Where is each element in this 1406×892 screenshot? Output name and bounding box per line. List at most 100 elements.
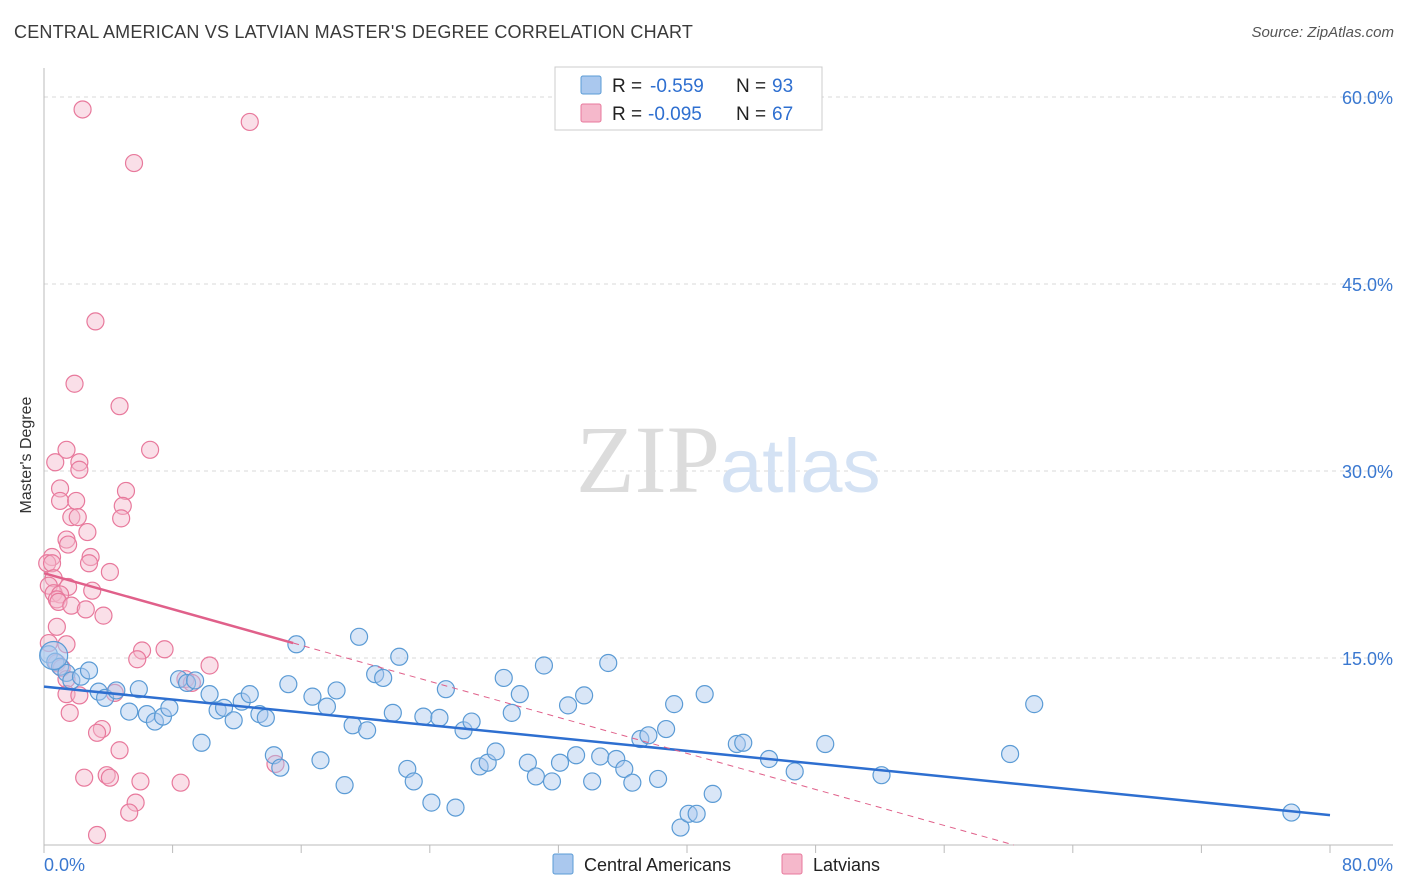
y-tick-labels: 15.0% 30.0% 45.0% 60.0% [1342,88,1393,669]
latvian-point [42,547,62,567]
central-point [566,746,586,765]
central-point [687,804,706,823]
trend-line-latvians-extrapolated [293,642,1015,846]
latvian-point [126,793,145,812]
central-point [186,671,205,690]
latvian-point [42,554,62,573]
legend-n-value-latvians: 67 [772,104,793,125]
central-point [657,719,676,739]
central-point [256,708,275,727]
latvian-point [100,768,120,787]
central-point [271,758,290,777]
latvian-point [240,112,259,132]
latvian-point [73,100,92,119]
legend-n-label-latvians: N = [736,104,766,125]
central-point [192,733,211,752]
legend-r-value-latvians: -0.095 [648,104,702,125]
watermark-atlas: atlas [720,424,881,509]
latvian-point [76,600,95,619]
central-point [374,668,393,688]
central-point [486,742,505,761]
latvian-point [65,374,84,393]
central-point [518,753,537,772]
central-point [583,772,602,791]
latvian-point [87,825,107,845]
latvian-point [110,397,129,416]
latvian-point [62,508,81,527]
bottom-legend-label-central: Central Americans [584,855,731,875]
central-point [599,653,618,673]
central-point [383,703,402,722]
central-point [785,762,804,781]
central-point [120,702,139,721]
legend-n-label-central: N = [736,76,766,97]
latvian-point [171,773,190,792]
central-point [311,751,330,770]
central-point [558,696,578,715]
source-label: Source: ZipAtlas.com [1251,24,1394,41]
latvian-point [140,440,160,459]
latvian-point [60,703,79,722]
axes [43,68,1393,853]
central-point [542,772,562,791]
central-point [1025,695,1044,714]
central-point [327,681,346,700]
latvian-point [47,617,66,636]
bottom-legend-swatch-central [552,853,574,875]
latvian-point [112,509,131,528]
central-point [1001,744,1020,764]
latvian-point [132,641,152,660]
central-point [665,695,684,714]
latvian-point [120,803,139,822]
central-point [591,747,610,766]
latvian-point [50,585,70,604]
latvian-point [97,766,116,785]
central-point [303,687,322,706]
latvian-point [94,606,113,625]
central-point [349,627,369,646]
latvian-point [110,741,129,760]
legend-r-label-central: R = [612,76,642,97]
latvian-point [124,153,144,173]
central-point [695,685,714,704]
latvian-point [75,768,94,787]
y-tick-label-30: 30.0% [1342,462,1393,482]
central-point [534,656,554,675]
watermark-zip: ZIP [576,406,720,513]
legend-swatch-central [580,75,602,95]
x-tick-label-max: 80.0% [1342,855,1393,875]
legend-n-value-central: 93 [772,76,793,97]
x-tick-label-min: 0.0% [44,855,85,875]
latvian-point [78,522,97,542]
central-point [727,734,746,754]
central-point [526,767,545,786]
central-point [414,707,433,726]
latvian-point [155,640,174,659]
latvian-point [70,453,89,472]
bottom-legend-label-latvians: Latvians [813,855,880,875]
central-point [639,726,658,745]
central-point [317,697,337,716]
latvian-point [100,562,120,582]
series-central-americans [39,627,1301,837]
y-tick-label-45: 45.0% [1342,275,1393,295]
central-point [494,668,513,688]
legend-swatch-latvians [580,103,602,123]
central-point [816,734,835,754]
central-point [279,675,298,694]
latvian-point [131,772,150,791]
y-tick-label-60: 60.0% [1342,88,1393,108]
central-point [224,711,243,730]
central-point [623,773,642,792]
trend-line-latvians [43,572,294,645]
latvian-point [38,554,57,573]
central-point [335,776,354,795]
central-point [734,733,753,752]
legend-r-value-central: -0.559 [650,76,704,97]
central-point [648,769,668,789]
grid-lines [44,96,1393,659]
latvian-point [67,491,86,511]
central-point [671,818,690,837]
latvian-point [128,650,147,669]
latvian-point [50,479,70,498]
